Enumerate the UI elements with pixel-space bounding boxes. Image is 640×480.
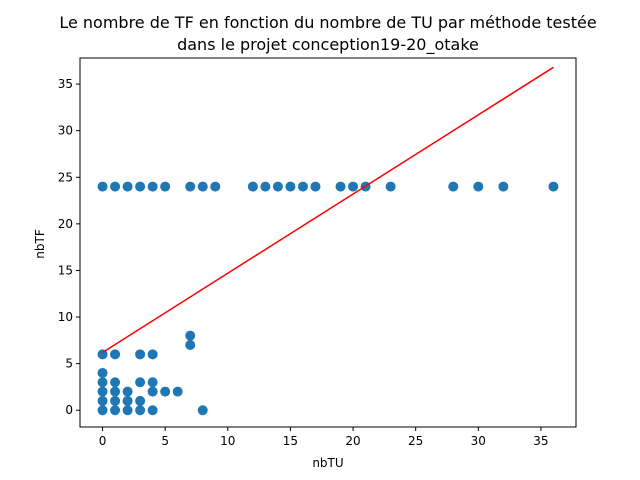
data-point [110,395,121,406]
data-point [122,386,133,397]
data-point [135,395,146,406]
data-point [185,340,196,350]
data-point [260,181,271,192]
data-point [172,386,183,397]
data-point [97,386,108,397]
data-point [197,181,208,192]
data-point [122,395,133,406]
x-tick-label: 15 [283,434,298,448]
data-point [247,181,258,192]
data-point [97,377,108,388]
chart-title-line-1: Le nombre de TF en fonction du nombre de… [59,13,596,32]
x-tick-label: 5 [161,434,169,448]
data-point [135,181,146,192]
data-point [310,181,321,192]
y-tick-label: 0 [65,403,73,417]
y-tick-label: 30 [58,124,73,138]
data-point [448,181,459,192]
data-point [135,377,146,388]
chart-title-line-2: dans le projet conception19-20_otake [177,35,479,55]
data-point [97,367,108,378]
data-point [110,181,121,192]
data-point [147,181,158,192]
x-tick-label: 20 [345,434,360,448]
data-point [285,181,296,192]
data-point [160,386,171,397]
data-point [97,181,108,192]
regression-line [102,66,554,354]
data-point [160,181,171,192]
data-point [385,181,396,192]
data-point [210,181,221,192]
data-point [110,349,121,360]
data-point [110,377,121,388]
data-point [147,386,158,397]
y-tick-label: 25 [58,170,73,184]
data-point [135,405,146,416]
data-point [122,405,133,416]
data-point [110,405,121,416]
x-tick-label: 0 [99,434,107,448]
x-tick-label: 35 [533,434,548,448]
x-axis-ticks: 0 5 10 15 20 25 30 35 [99,427,549,448]
data-point [498,181,509,192]
y-tick-label: 20 [58,217,73,231]
plot-area [97,66,559,416]
y-tick-label: 35 [58,77,73,91]
x-tick-label: 25 [408,434,423,448]
data-point [97,349,108,360]
data-point [297,181,308,192]
data-point [473,181,484,192]
data-point [135,349,146,360]
data-point [97,395,108,406]
data-point [335,181,346,192]
data-point [548,181,559,192]
y-axis-label: nbTF [33,229,47,259]
data-point [110,386,121,397]
x-tick-label: 30 [471,434,486,448]
data-point [122,181,133,192]
axes-frame [79,57,577,428]
y-axis-ticks: 0 5 10 15 20 25 30 35 [58,77,80,417]
x-axis-label: nbTU [312,456,343,470]
y-tick-label: 10 [58,310,73,324]
data-point [185,181,196,192]
data-point [147,377,158,388]
data-point [147,349,158,360]
data-point [197,405,208,416]
y-tick-label: 15 [58,263,73,277]
y-tick-label: 5 [65,357,73,371]
data-point [97,405,108,416]
data-point [348,181,359,192]
data-point [272,181,283,192]
x-tick-label: 10 [220,434,235,448]
data-point [147,405,158,416]
data-point [185,330,196,341]
